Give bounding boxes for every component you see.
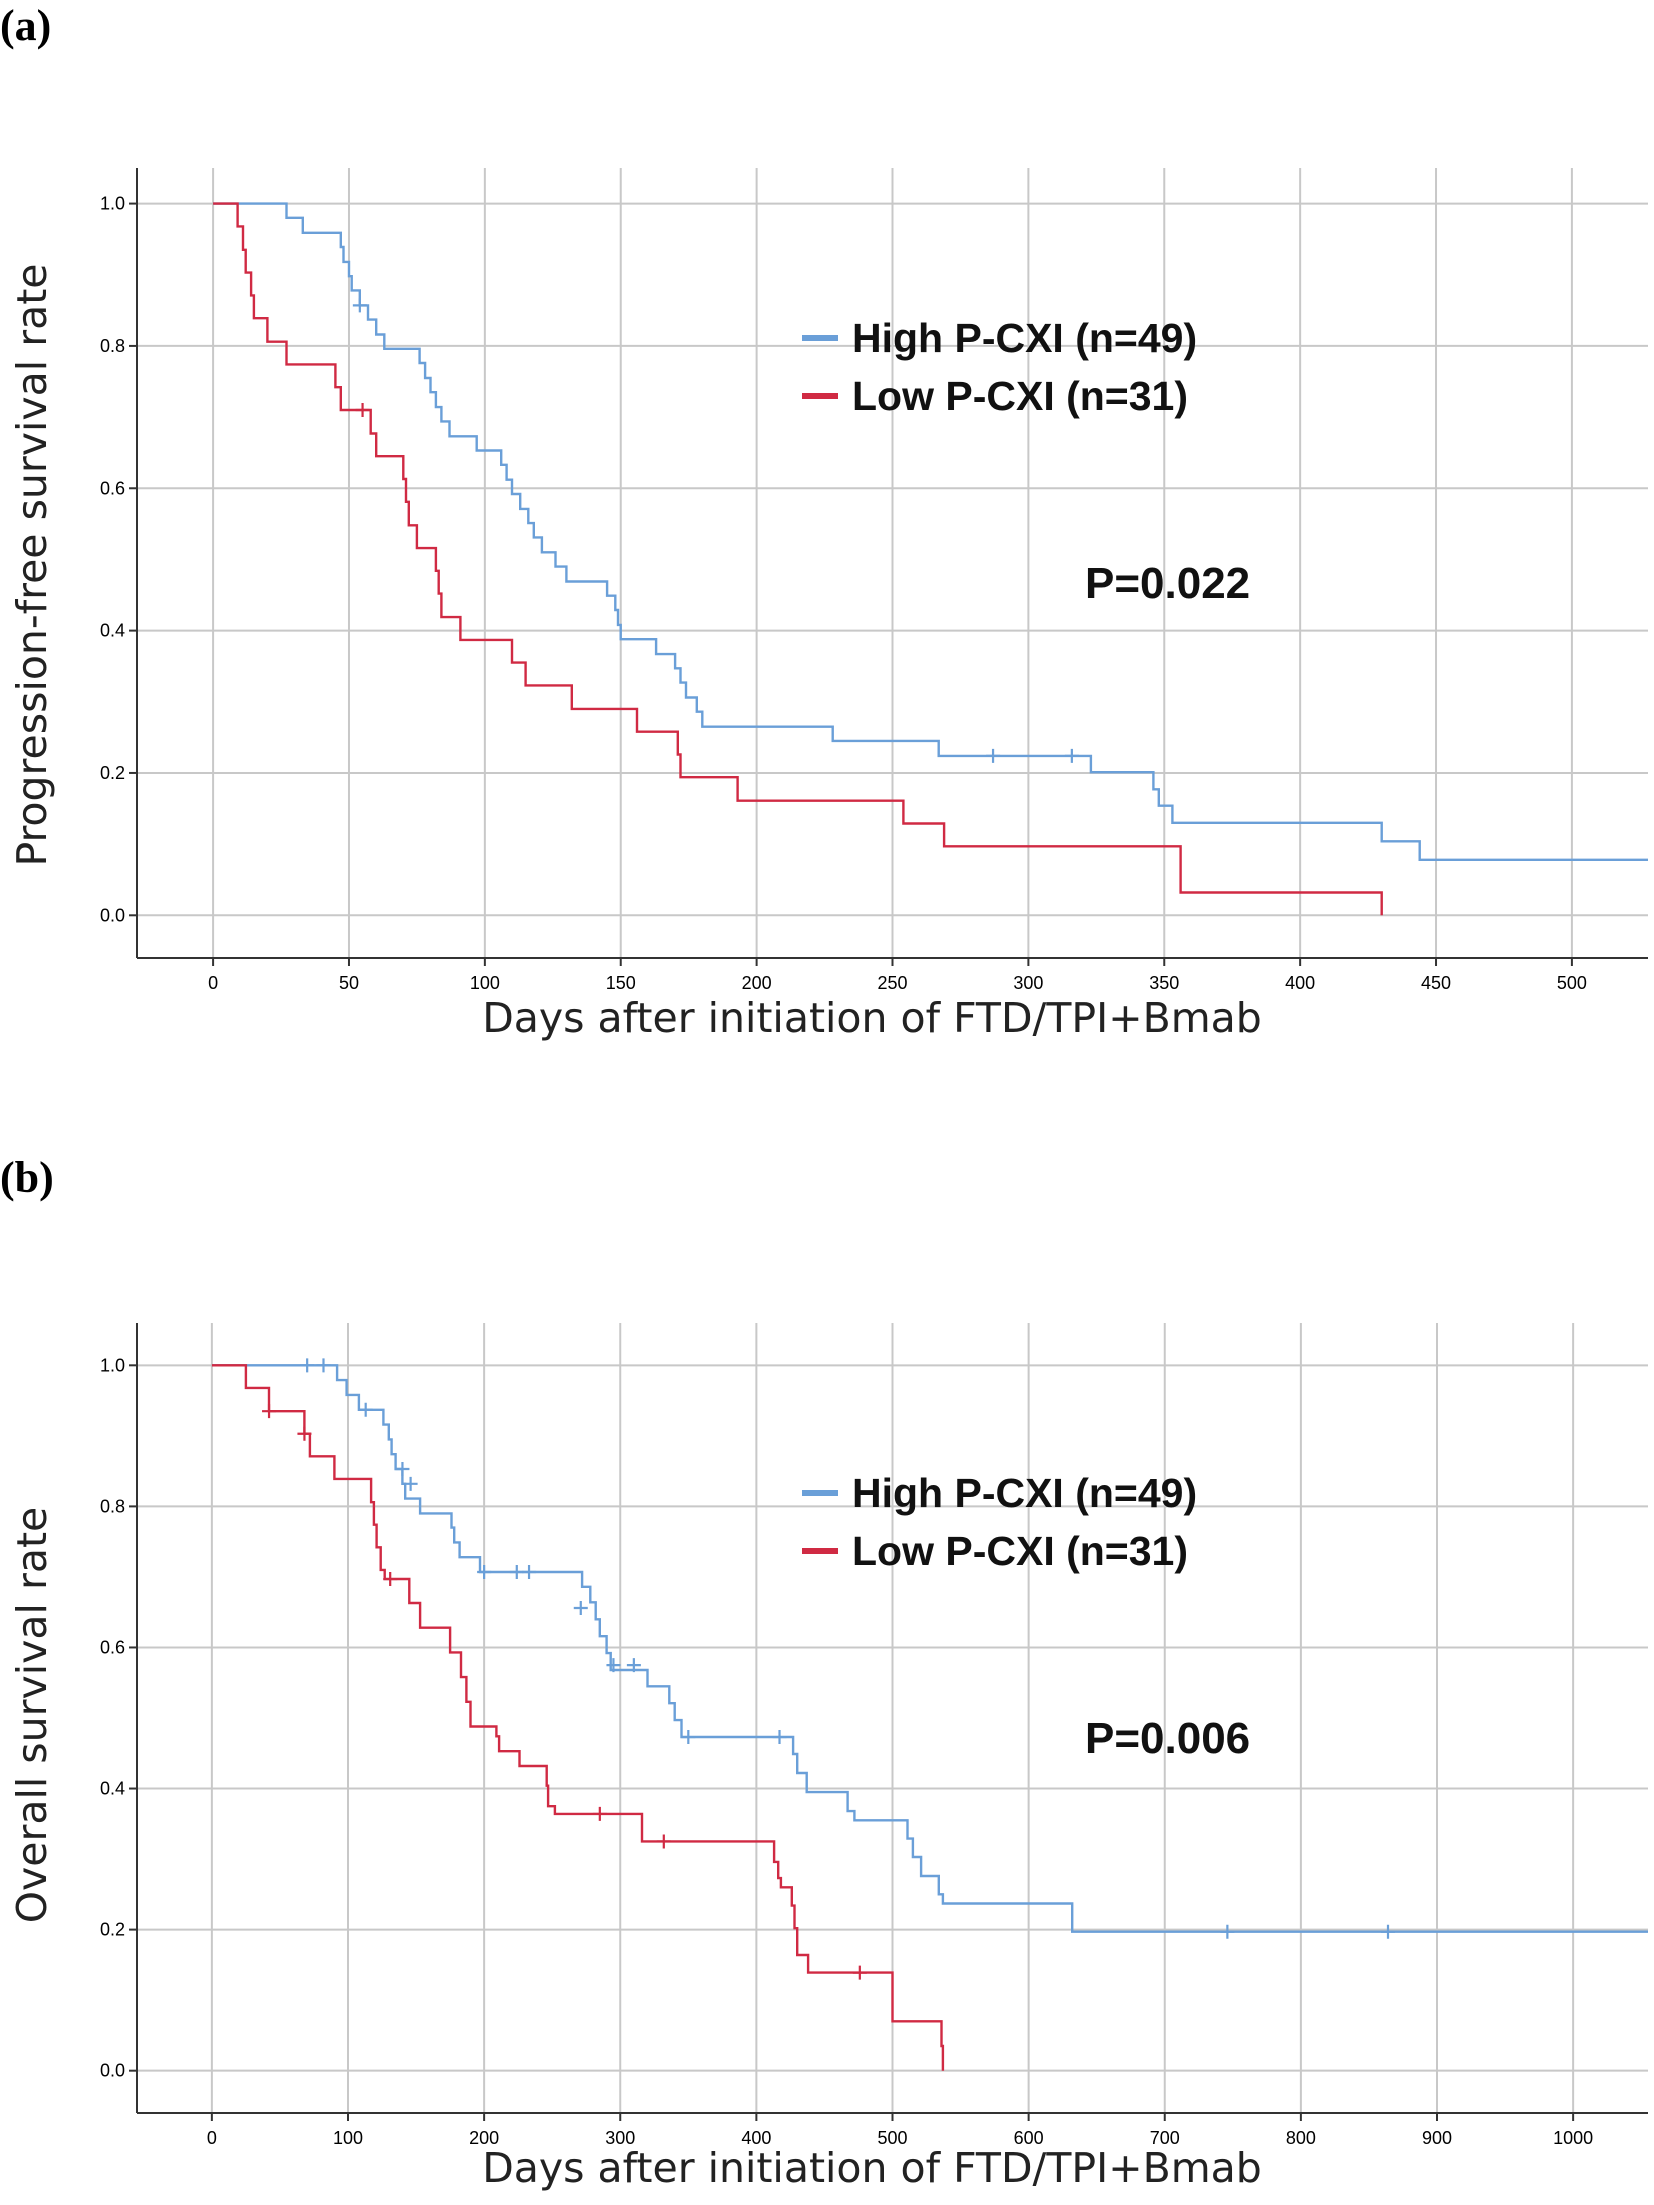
low-pcxi-curve bbox=[211, 1364, 945, 2071]
high-pcxi-censor-mark bbox=[477, 1564, 492, 1579]
high-pcxi-censor-mark bbox=[522, 1564, 537, 1579]
axes-a bbox=[129, 168, 1648, 966]
x-tick-label: 600 bbox=[1014, 2128, 1044, 2148]
x-tick-label: 150 bbox=[606, 973, 636, 993]
low-pcxi-censor-mark bbox=[355, 402, 370, 417]
x-tick-label: 900 bbox=[1422, 2128, 1452, 2148]
x-tick-label: 400 bbox=[1285, 973, 1315, 993]
y-tick-label: 0.0 bbox=[100, 2061, 125, 2081]
low-pcxi-censor-mark bbox=[297, 1426, 312, 1441]
x-tick-label: 350 bbox=[1149, 973, 1179, 993]
p-value-b: P=0.006 bbox=[1085, 1714, 1250, 1763]
x-tick-label: 200 bbox=[742, 973, 772, 993]
legend-label-low-a: Low P-CXI (n=31) bbox=[852, 373, 1188, 419]
x-tick-label: 0 bbox=[208, 973, 218, 993]
y-tick-label: 0.8 bbox=[100, 336, 125, 356]
high-pcxi-censor-mark bbox=[395, 1462, 410, 1477]
x-tick-label: 250 bbox=[877, 973, 907, 993]
x-tick-label: 800 bbox=[1286, 2128, 1316, 2148]
x-tick-label: 450 bbox=[1421, 973, 1451, 993]
high-pcxi-curve bbox=[211, 1364, 1648, 1933]
x-axis-title-b: Days after initiation of FTD/TPI+Bmab bbox=[482, 2144, 1262, 2192]
high-pcxi-curve bbox=[213, 202, 1648, 861]
high-pcxi-censor-mark bbox=[681, 1730, 696, 1745]
low-pcxi-censor-mark bbox=[592, 1806, 607, 1821]
y-tick-label: 0.6 bbox=[100, 478, 125, 498]
panel-b: (b) 0.0 0.2 0.4 0.6 0.8 1.0 0 100 200 300 400 500 6… bbox=[0, 1153, 1648, 2192]
x-tick-labels-a: 0 50 100 150 200 250 300 350 400 450 500 bbox=[208, 973, 1587, 993]
high-pcxi-censor-mark bbox=[403, 1476, 418, 1491]
y-tick-label: 0.6 bbox=[100, 1637, 125, 1657]
x-tick-label: 500 bbox=[877, 2128, 907, 2148]
series-b bbox=[211, 1358, 1648, 2071]
high-pcxi-censor-mark bbox=[316, 1358, 331, 1373]
series-a bbox=[213, 202, 1648, 916]
y-tick-labels-b: 0.0 0.2 0.4 0.6 0.8 1.0 bbox=[100, 1355, 125, 2080]
y-axis-title-a: Progression-free survival rate bbox=[8, 263, 56, 866]
high-pcxi-censor-mark bbox=[509, 1564, 524, 1579]
high-pcxi-censor-mark bbox=[1381, 1924, 1395, 1939]
panel-label-a: (a) bbox=[0, 1, 51, 50]
high-pcxi-censor-mark bbox=[358, 1402, 373, 1417]
x-tick-label: 0 bbox=[207, 2128, 217, 2148]
x-tick-label: 700 bbox=[1150, 2128, 1180, 2148]
legend-a: High P-CXI (n=49) Low P-CXI (n=31) bbox=[802, 315, 1197, 419]
low-pcxi-censor-mark bbox=[383, 1572, 398, 1587]
x-tick-label: 200 bbox=[469, 2128, 499, 2148]
p-value-a: P=0.022 bbox=[1085, 559, 1250, 608]
high-pcxi-censor-mark bbox=[1220, 1924, 1235, 1939]
high-pcxi-censor-mark bbox=[986, 748, 1001, 763]
high-pcxi-censor-mark bbox=[606, 1658, 621, 1673]
y-tick-label: 1.0 bbox=[100, 1355, 125, 1375]
low-pcxi-curve bbox=[213, 202, 1383, 916]
legend-b: High P-CXI (n=49) Low P-CXI (n=31) bbox=[802, 1470, 1197, 1574]
panel-a: (a) 0.0 0.2 0.4 0.6 0.8 1.0 0 50 100 150 200 250 30… bbox=[0, 1, 1648, 1042]
x-tick-label: 300 bbox=[1013, 973, 1043, 993]
y-axis-title-b: Overall survival rate bbox=[8, 1507, 56, 1924]
y-tick-label: 0.4 bbox=[100, 1779, 125, 1799]
high-pcxi-censor-mark bbox=[626, 1658, 641, 1673]
high-pcxi-censor-mark bbox=[1064, 748, 1079, 763]
x-axis-title-a: Days after initiation of FTD/TPI+Bmab bbox=[482, 994, 1262, 1042]
grid-a bbox=[137, 168, 1648, 958]
x-tick-label: 400 bbox=[741, 2128, 771, 2148]
high-pcxi-censor-mark bbox=[352, 298, 367, 313]
high-pcxi-censor-mark bbox=[300, 1358, 315, 1373]
y-tick-labels-a: 0.0 0.2 0.4 0.6 0.8 1.0 bbox=[100, 194, 125, 926]
x-tick-label: 500 bbox=[1557, 973, 1587, 993]
x-tick-label: 1000 bbox=[1553, 2128, 1593, 2148]
legend-label-high-a: High P-CXI (n=49) bbox=[852, 315, 1197, 361]
low-pcxi-censor-mark bbox=[656, 1834, 671, 1849]
y-tick-label: 0.2 bbox=[100, 1920, 125, 1940]
low-pcxi-censor-mark bbox=[262, 1404, 277, 1419]
legend-label-high-b: High P-CXI (n=49) bbox=[852, 1470, 1197, 1516]
x-tick-label: 50 bbox=[339, 973, 359, 993]
x-tick-label: 300 bbox=[605, 2128, 635, 2148]
high-pcxi-censor-mark bbox=[573, 1600, 588, 1615]
y-tick-label: 0.2 bbox=[100, 763, 125, 783]
y-tick-label: 0.4 bbox=[100, 621, 125, 641]
x-tick-labels-b: 0 100 200 300 400 500 600 700 800 900 1000 bbox=[207, 2128, 1593, 2148]
low-pcxi-censor-mark bbox=[852, 1965, 867, 1980]
y-tick-label: 1.0 bbox=[100, 194, 125, 214]
legend-label-low-b: Low P-CXI (n=31) bbox=[852, 1528, 1188, 1574]
panel-label-b: (b) bbox=[0, 1153, 54, 1202]
y-tick-label: 0.0 bbox=[100, 905, 125, 925]
x-tick-label: 100 bbox=[333, 2128, 363, 2148]
axes-b bbox=[129, 1323, 1648, 2121]
y-tick-label: 0.8 bbox=[100, 1496, 125, 1516]
x-tick-label: 100 bbox=[470, 973, 500, 993]
high-pcxi-censor-mark bbox=[772, 1730, 787, 1745]
